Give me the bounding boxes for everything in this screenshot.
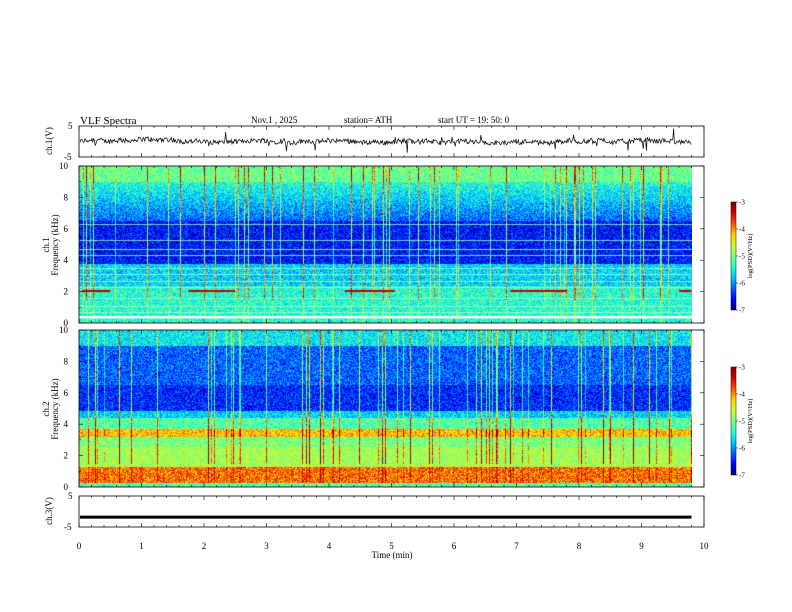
colorbar-tick-label: -6 (739, 445, 745, 453)
time-tick-marks (78, 126, 705, 527)
time-tick-label: 0 (77, 541, 82, 551)
frequency-tick-label: 10 (59, 161, 69, 171)
colorbar-tick-label: -5 (739, 418, 745, 426)
ch2-spectrogram-panel: 0 2 4 6 8 10 ch.2 Frequency (kHz) (41, 325, 705, 492)
time-tick-label: 10 (700, 541, 710, 551)
time-tick-label: 6 (452, 541, 457, 551)
colorbar-tick-label: -3 (739, 199, 745, 207)
ch1-waveform-panel: 5 -5 ch.1(V) (44, 121, 705, 162)
colorbar-tick-label: -4 (739, 391, 745, 399)
ch1-spectrogram-image (79, 166, 692, 323)
time-tick-label: 5 (389, 541, 394, 551)
ch1-ytick-top: 5 (68, 121, 73, 131)
frequency-tick-label: 8 (64, 356, 69, 366)
time-tick-label: 3 (264, 541, 269, 551)
time-tick-label: 9 (639, 541, 644, 551)
colorbar-tick-label: -7 (739, 472, 745, 480)
ch2-spectrogram-yticks: 0 2 4 6 8 10 (59, 325, 704, 492)
ch3-ytick-top: 5 (68, 491, 73, 501)
colorbar-tick-label: -4 (739, 226, 745, 234)
time-tick-label: 8 (577, 541, 582, 551)
frequency-tick-label: 4 (64, 419, 69, 429)
time-tick-label: 4 (327, 541, 332, 551)
colorbar-tick-label: -3 (739, 364, 745, 372)
time-tick-label: 7 (514, 541, 519, 551)
ch1-colorbar: -3 -4 -5 -6 -7 log(PSD)(V²/Hz) (730, 199, 754, 315)
frequency-tick-label: 10 (59, 325, 69, 335)
colorbar-tick-label: -7 (739, 307, 745, 315)
ch3-ytick-bottom: -5 (64, 522, 72, 532)
ch1-waveform-ylabel: ch.1(V) (44, 127, 54, 155)
ch2-spectrogram-image (79, 330, 692, 487)
time-tick-labels: 0 1 2 3 4 5 6 7 8 9 10 (77, 541, 709, 551)
frequency-tick-label: 8 (64, 192, 69, 202)
colorbar-gradient (730, 201, 737, 311)
time-axis-label: Time (min) (372, 550, 413, 560)
frequency-tick-label: 2 (64, 287, 69, 297)
figure-title: VLF Spectra (80, 115, 137, 127)
colorbar-gradient (730, 366, 737, 476)
colorbar-tick-label: -5 (739, 253, 745, 261)
frequency-tick-label: 6 (64, 224, 69, 234)
ch2-colorbar: -3 -4 -5 -6 -7 log(PSD)(V²/Hz) (730, 364, 754, 480)
frequency-tick-label: 0 (64, 318, 69, 328)
ch1-spectrogram-yticks: 0 2 4 6 8 10 (59, 161, 704, 328)
ch3-waveform-panel: 5 -5 ch.3(V) (44, 491, 705, 532)
start-time-label: start UT = 19: 50: 0 (438, 115, 510, 125)
colorbar-label: log(PSD)(V²/Hz) (747, 399, 754, 444)
colorbar-label: log(PSD)(V²/Hz) (747, 234, 754, 279)
station-label: station= ATH (344, 115, 393, 125)
frequency-tick-label: 2 (64, 451, 69, 461)
time-tick-label: 1 (139, 541, 144, 551)
frequency-tick-label: 4 (64, 255, 69, 265)
date-label: Nov.1 , 2025 (251, 115, 298, 125)
frequency-tick-label: 6 (64, 388, 69, 398)
colorbar-tick-label: -6 (739, 280, 745, 288)
ch1-spectrogram-ylabel-channel: ch.1 (41, 237, 51, 252)
ch1-spectrogram-ylabel-freq: Frequency (kHz) (50, 214, 60, 275)
ch2-spectrogram-ylabel-channel: ch.2 (41, 401, 51, 416)
ch1-spectrogram-panel: 0 2 4 6 8 10 ch.1 Frequency (kHz) (41, 161, 705, 328)
ch1-trace-line (79, 128, 692, 153)
ch3-waveform-ylabel: ch.3(V) (44, 497, 54, 525)
ch1-ytick-bottom: -5 (64, 152, 72, 162)
time-tick-label: 2 (202, 541, 207, 551)
frequency-tick-label: 0 (64, 482, 69, 492)
ch3-waveform-frame (78, 495, 705, 528)
ch2-spectrogram-ylabel-freq: Frequency (kHz) (50, 378, 60, 439)
